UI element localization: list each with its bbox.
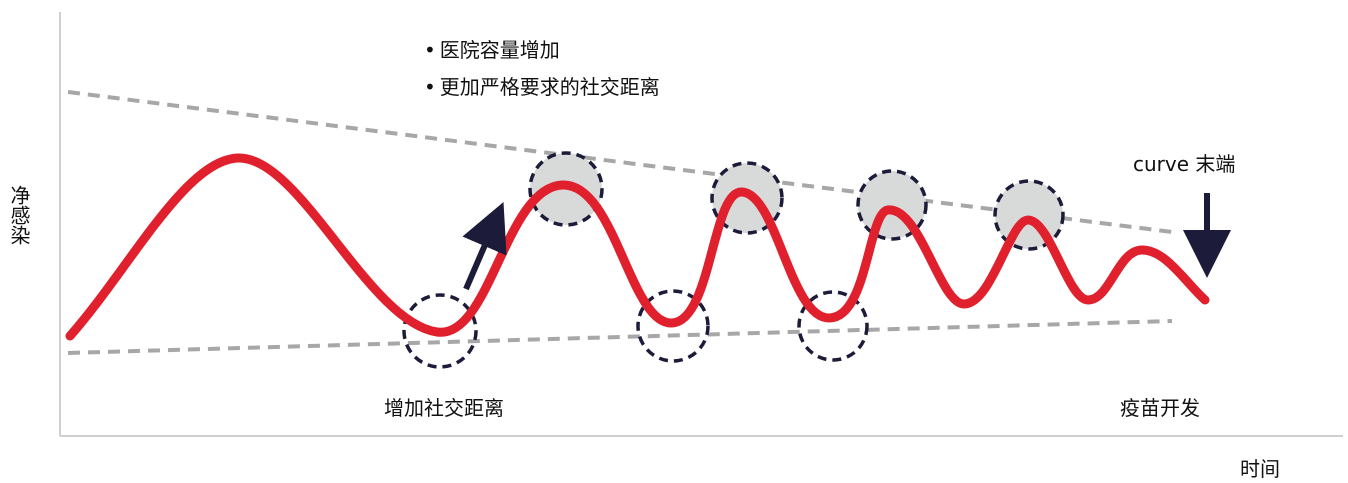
trough-markers — [402, 289, 869, 369]
up-right-arrow-icon — [462, 201, 507, 291]
bullet-item: 更加严格要求的社交距离 — [424, 69, 660, 106]
curve-end-label: curve 末端 — [1133, 152, 1236, 176]
trough-marker — [402, 293, 478, 369]
measures-list: 医院容量增加 更加严格要求的社交距离 — [424, 32, 660, 106]
x-axis-label: 时间 — [1240, 457, 1280, 481]
y-axis-label: 净感染 — [7, 185, 31, 245]
distancing-label: 增加社交距离 — [384, 396, 504, 420]
trough-marker — [797, 290, 869, 362]
vaccine-label: 疫苗开发 — [1120, 396, 1200, 420]
bullet-item: 医院容量增加 — [424, 32, 660, 69]
infection-curve — [65, 153, 1210, 341]
trough-marker — [636, 289, 710, 363]
upper-trend-line — [67, 90, 1173, 234]
lower-trend-line — [67, 319, 1173, 355]
